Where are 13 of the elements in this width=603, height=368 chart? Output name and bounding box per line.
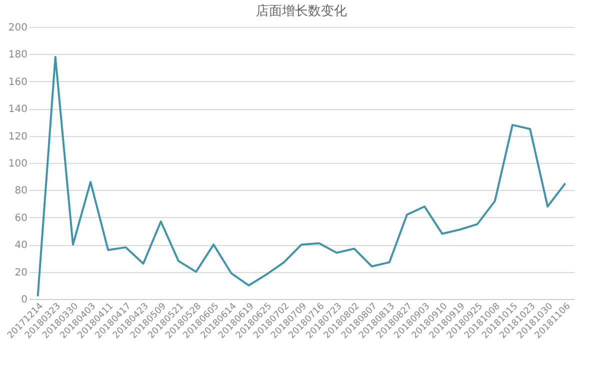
y-tick-label: 180 <box>8 50 28 61</box>
y-tick-label: 40 <box>14 240 28 252</box>
chart-title: 店面增长数变化 <box>256 3 347 19</box>
y-tick-label: 80 <box>14 186 28 197</box>
y-tick-label: 160 <box>8 76 28 88</box>
line-series <box>36 56 566 298</box>
y-tick-label: 100 <box>8 158 28 170</box>
y-tick-label: 120 <box>8 131 28 142</box>
y-tick-label: 20 <box>14 267 28 278</box>
y-tick-label: 140 <box>8 104 28 116</box>
y-tick-label: 200 <box>8 22 28 34</box>
y-tick-label: 0 <box>21 294 28 306</box>
y-tick-label: 60 <box>14 212 28 224</box>
